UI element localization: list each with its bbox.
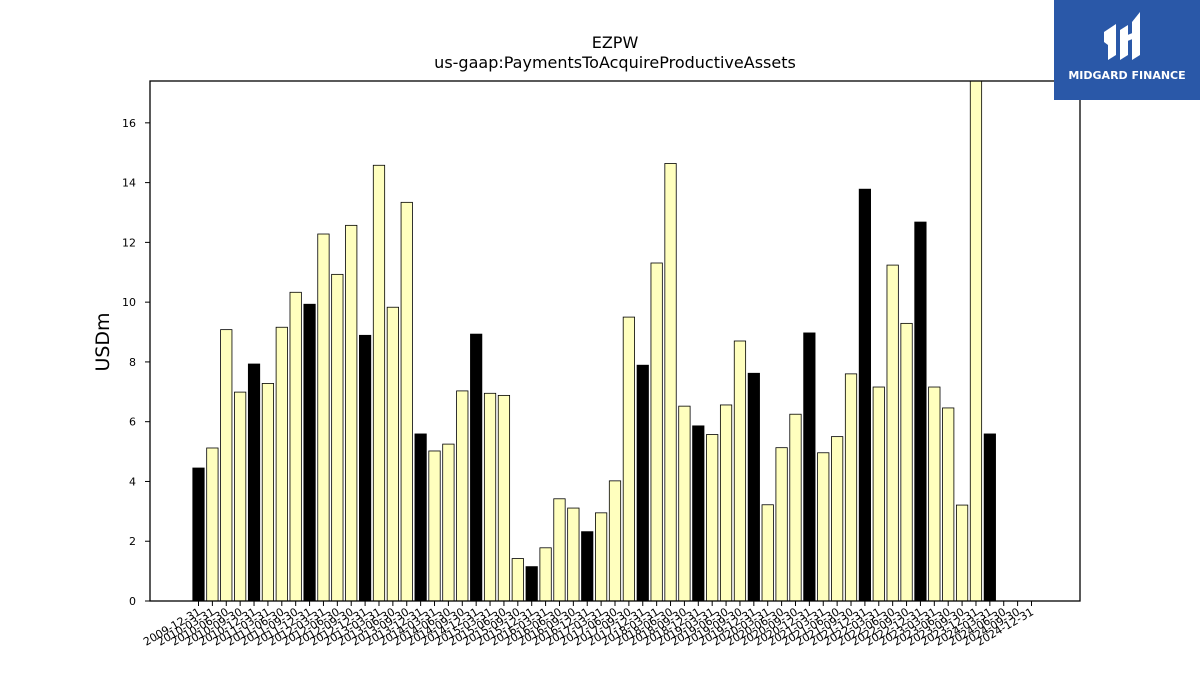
bar-2010-03-31: [206, 447, 219, 602]
bar-2016-03-31: [539, 547, 552, 602]
bar-2018-06-30: [664, 163, 677, 602]
bar-2022-12-31: [914, 221, 927, 602]
bar-2016-06-30: [553, 498, 566, 602]
y-axis: 0 2 4 6 8 10 12 14 16: [122, 117, 150, 608]
y-tick-label: 10: [122, 296, 136, 309]
bar-2019-03-31: [706, 434, 719, 602]
bar-2014-09-30: [456, 390, 469, 602]
bar-2013-06-30: [386, 306, 399, 602]
bar-2012-09-30: [345, 224, 358, 602]
bar-2013-03-31: [372, 164, 386, 602]
chart-title: EZPW: [592, 33, 639, 52]
bar-2009-12-31: [192, 467, 205, 602]
brand-name: MIDGARD FINANCE: [1068, 69, 1186, 82]
brand-logo: MIDGARD FINANCE: [1054, 0, 1200, 100]
bar-2013-12-31: [414, 433, 427, 602]
y-tick-label: 16: [122, 117, 136, 130]
bar-2013-09-30: [400, 201, 413, 602]
bar-2019-12-31: [747, 372, 760, 602]
bar-2018-03-31: [650, 262, 663, 602]
bar-2023-12-31: [969, 80, 983, 602]
bar-2023-06-30: [942, 407, 955, 602]
bar-2015-03-31: [483, 392, 497, 602]
bar-2022-09-30: [900, 322, 913, 602]
bar-2016-12-31: [581, 531, 594, 602]
bar-2020-12-31: [803, 332, 816, 602]
bar-2022-06-30: [886, 264, 899, 602]
bar-2019-06-30: [719, 404, 733, 602]
chart-subtitle: us-gaap:PaymentsToAcquireProductiveAsset…: [434, 53, 796, 72]
bar-2016-09-30: [567, 507, 580, 602]
bar-2018-09-30: [678, 405, 691, 602]
bar-2012-06-30: [331, 273, 344, 602]
bar-2011-09-30: [289, 291, 302, 602]
bar-2019-09-30: [733, 340, 747, 602]
bar-2023-03-31: [928, 386, 941, 602]
bar-2021-12-31: [858, 188, 871, 602]
bar-2010-09-30: [234, 391, 247, 602]
bar-2017-09-30: [622, 316, 635, 602]
bar-2015-09-30: [511, 558, 524, 602]
y-tick-label: 14: [122, 177, 136, 190]
plot-frame: [149, 80, 1081, 602]
bar-2010-12-31: [247, 363, 261, 602]
y-axis-label: USDm: [92, 312, 114, 371]
bar-2021-03-31: [817, 452, 830, 602]
bar-2024-03-31: [983, 433, 996, 602]
y-tick-label: 6: [129, 416, 136, 429]
midgard-logo-icon: [1104, 12, 1140, 60]
x-axis: 2009-12-312010-03-312010-06-302010-09-30…: [141, 601, 1036, 649]
bar-2011-06-30: [275, 326, 288, 602]
y-tick-label: 12: [122, 236, 136, 249]
bar-2021-06-30: [831, 436, 844, 602]
bar-2010-06-30: [220, 329, 233, 602]
bar-2023-09-30: [955, 504, 969, 602]
bar-2018-12-31: [692, 425, 705, 602]
bar-2020-06-30: [775, 447, 788, 602]
bar-2017-06-30: [608, 480, 622, 602]
bar-2021-09-30: [844, 373, 858, 602]
bars-group: [192, 80, 996, 602]
y-tick-label: 2: [129, 535, 136, 548]
bar-2012-03-31: [317, 233, 330, 602]
bar-2015-12-31: [525, 566, 538, 602]
bar-2022-03-31: [872, 386, 885, 602]
bar-2012-12-31: [359, 334, 372, 602]
bar-2011-12-31: [303, 303, 316, 602]
bar-2014-06-30: [442, 443, 455, 602]
bar-2017-03-31: [595, 512, 608, 602]
bar-2014-03-31: [428, 450, 441, 602]
bar-2020-09-30: [789, 413, 802, 602]
bar-2011-03-31: [261, 383, 275, 602]
bar-2014-12-31: [470, 333, 483, 602]
bar-2015-06-30: [497, 394, 511, 602]
y-tick-label: 4: [129, 475, 136, 488]
y-tick-label: 0: [129, 595, 136, 608]
bar-2020-03-31: [761, 504, 774, 602]
y-tick-label: 8: [129, 356, 136, 369]
bar-2017-12-31: [636, 364, 649, 602]
